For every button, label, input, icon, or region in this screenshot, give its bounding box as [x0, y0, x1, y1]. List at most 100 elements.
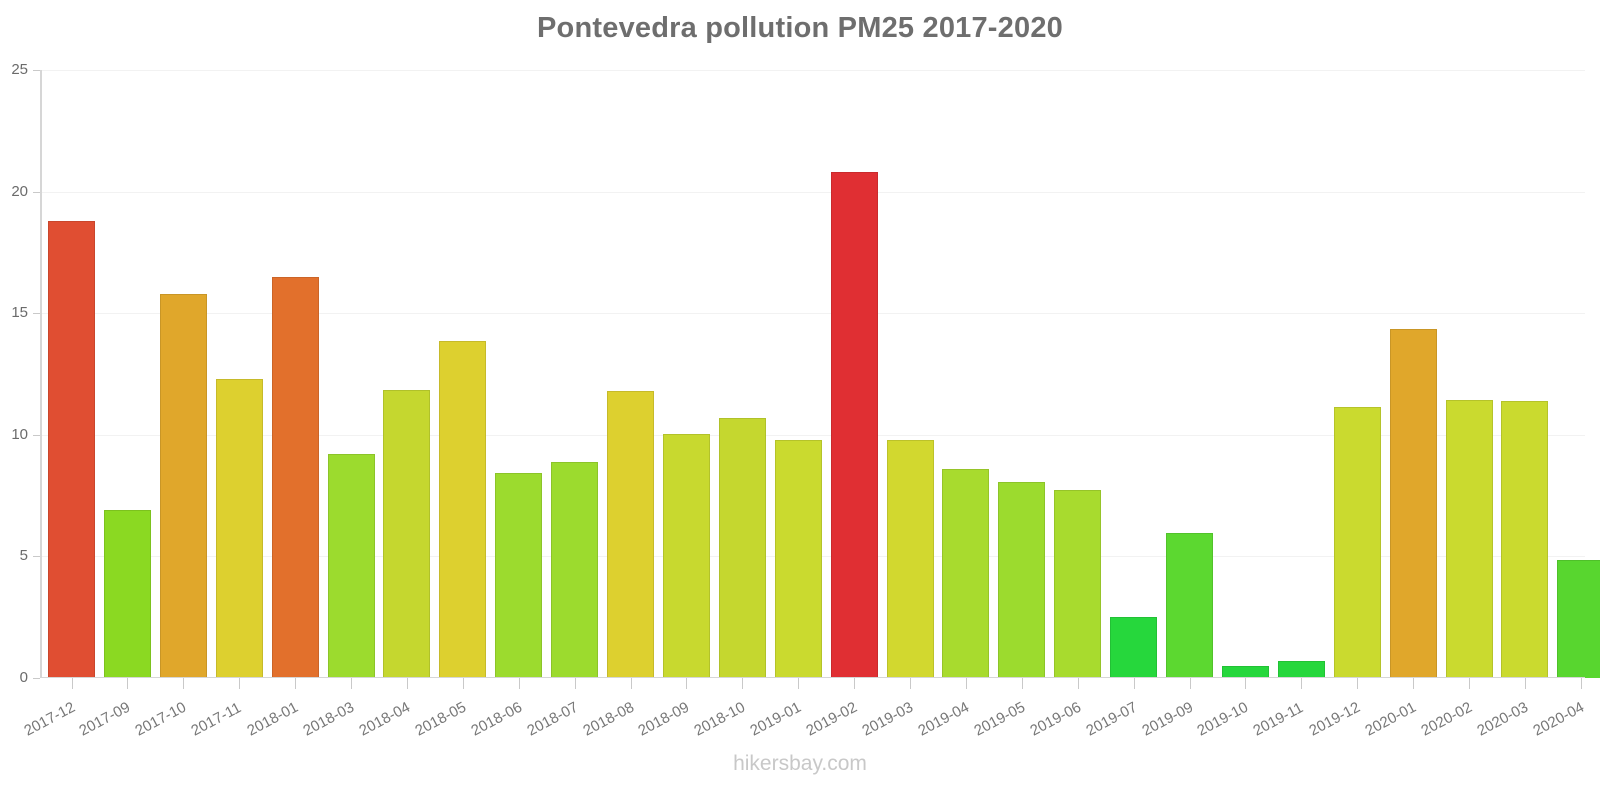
x-tick-label: 2019-04 — [915, 698, 972, 740]
y-tick-mark — [33, 678, 40, 679]
x-tick-label: 2019-06 — [1027, 698, 1084, 740]
y-tick-mark — [33, 191, 40, 193]
bar[interactable] — [159, 293, 207, 678]
x-tick-label: 2020-04 — [1530, 698, 1587, 740]
bar[interactable] — [1054, 489, 1102, 678]
x-tick-mark — [1021, 678, 1023, 689]
x-tick-label: 2020-03 — [1474, 698, 1531, 740]
x-tick-mark — [910, 678, 911, 689]
x-tick-label: 2018-07 — [523, 698, 581, 740]
bar[interactable] — [495, 472, 543, 678]
bar[interactable] — [1333, 406, 1381, 678]
x-tick-mark — [406, 678, 408, 689]
x-axis-line — [40, 677, 1585, 678]
x-tick-label: 2019-01 — [747, 698, 805, 740]
y-tick-label: 25 — [11, 61, 28, 78]
x-tick-mark — [462, 678, 464, 689]
x-tick-label: 2018-04 — [356, 698, 413, 740]
x-tick-mark — [686, 678, 688, 689]
x-tick-label: 2020-02 — [1418, 698, 1475, 740]
bar[interactable] — [48, 220, 95, 678]
x-tick-mark — [742, 678, 744, 689]
x-tick-mark — [518, 678, 520, 689]
x-tick-label: 2019-05 — [971, 698, 1028, 740]
y-tick-label: 10 — [11, 425, 28, 443]
x-tick-mark — [295, 678, 297, 689]
x-tick-label: 2019-12 — [1306, 698, 1364, 740]
y-tick-mark — [33, 556, 40, 558]
y-axis-line — [40, 70, 42, 678]
x-tick-mark — [183, 678, 185, 689]
x-tick-mark — [1245, 678, 1247, 689]
gridline — [40, 191, 1585, 193]
x-tick-label: 2019-09 — [1138, 698, 1196, 740]
bar[interactable] — [383, 389, 431, 678]
x-tick-label: 2019-10 — [1194, 698, 1252, 740]
x-tick-label: 2017-12 — [20, 698, 78, 740]
x-tick-mark — [1133, 678, 1135, 689]
bar[interactable] — [1277, 660, 1325, 678]
x-tick-label: 2019-07 — [1082, 698, 1140, 740]
bar[interactable] — [942, 468, 990, 678]
x-tick-mark — [630, 678, 632, 689]
x-tick-label: 2018-06 — [468, 698, 525, 740]
x-tick-mark — [1469, 678, 1470, 689]
bar[interactable] — [718, 417, 766, 678]
bar[interactable] — [1501, 400, 1549, 678]
watermark: hikersbay.com — [733, 752, 867, 775]
bar[interactable] — [830, 172, 878, 678]
bar[interactable] — [1445, 399, 1493, 678]
x-tick-label: 2017-09 — [76, 698, 134, 740]
gridline — [40, 70, 1585, 71]
x-tick-mark — [1189, 678, 1191, 689]
x-tick-mark — [574, 678, 576, 689]
x-tick-label: 2019-02 — [803, 698, 861, 740]
bar[interactable] — [886, 439, 934, 678]
bar[interactable] — [1557, 560, 1600, 678]
y-tick-label: 20 — [11, 182, 28, 200]
x-tick-label: 2020-01 — [1362, 698, 1420, 740]
x-tick-label: 2019-03 — [859, 698, 916, 740]
x-tick-label: 2018-10 — [691, 698, 749, 740]
x-tick-mark — [71, 678, 73, 689]
bar[interactable] — [1221, 665, 1269, 678]
gridline — [40, 434, 1585, 436]
x-tick-label: 2018-05 — [412, 698, 469, 740]
bar[interactable] — [439, 341, 487, 678]
x-tick-mark — [798, 678, 800, 689]
y-tick-label: 5 — [19, 547, 28, 565]
bar[interactable] — [998, 482, 1046, 678]
bar[interactable] — [271, 276, 319, 678]
y-tick-mark — [33, 70, 40, 71]
bar[interactable] — [1389, 329, 1437, 678]
gridline — [40, 313, 1585, 315]
x-tick-mark — [127, 678, 129, 689]
bar[interactable] — [1110, 617, 1158, 678]
chart-title: Pontevedra pollution PM25 2017-2020 — [537, 12, 1063, 44]
x-tick-label: 2018-01 — [244, 698, 302, 740]
x-tick-mark — [239, 678, 241, 689]
x-tick-mark — [351, 678, 352, 689]
x-tick-mark — [1357, 678, 1359, 689]
bar[interactable] — [551, 461, 599, 678]
x-tick-label: 2019-11 — [1250, 699, 1307, 740]
y-tick-mark — [33, 313, 40, 315]
x-tick-mark — [1580, 678, 1582, 689]
x-tick-label: 2017-11 — [188, 699, 245, 740]
plot-area — [33, 70, 1600, 689]
x-tick-mark — [965, 678, 967, 689]
x-tick-mark — [1077, 678, 1079, 689]
bar[interactable] — [1166, 533, 1213, 678]
bar[interactable] — [607, 391, 654, 678]
bar[interactable] — [774, 439, 822, 678]
x-tick-label: 2018-08 — [579, 698, 637, 740]
bar[interactable] — [215, 378, 263, 678]
y-tick-label: 15 — [11, 304, 28, 322]
bar[interactable] — [103, 510, 151, 678]
bar[interactable] — [662, 433, 710, 678]
x-tick-mark — [1524, 678, 1526, 689]
x-tick-mark — [1301, 678, 1303, 689]
x-tick-mark — [854, 678, 856, 689]
x-tick-label: 2018-09 — [635, 698, 693, 740]
bar[interactable] — [327, 454, 375, 678]
